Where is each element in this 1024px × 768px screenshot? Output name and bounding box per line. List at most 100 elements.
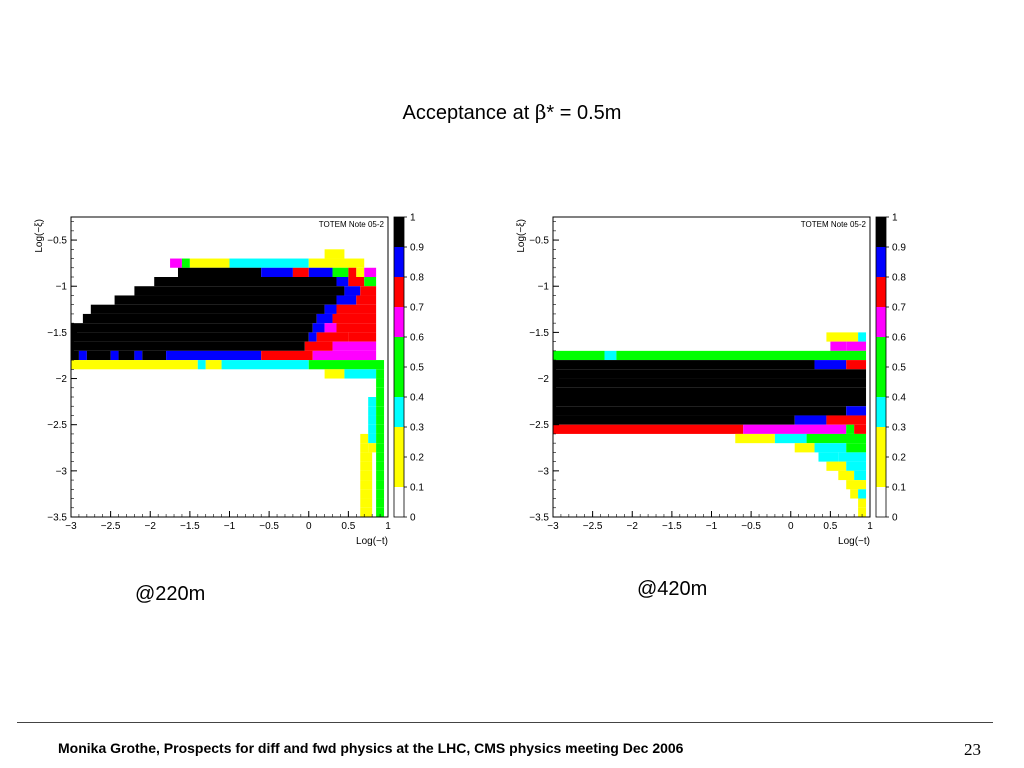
heatmap-cell — [553, 397, 867, 407]
colorbar-band — [876, 217, 886, 247]
heatmap-cell — [344, 286, 361, 296]
x-tick-label: 0.5 — [341, 521, 355, 532]
x-tick-label: 0.5 — [823, 521, 837, 532]
y-tick-label: −1 — [56, 282, 68, 293]
heatmap-cell — [376, 424, 385, 434]
heatmap-cell — [553, 415, 795, 425]
colorbar-tick-label: 0.9 — [410, 243, 424, 254]
heatmap-cell — [360, 507, 373, 517]
y-tick-label: −3.5 — [47, 513, 67, 524]
heatmap-cell — [364, 277, 377, 287]
heatmap-cell — [71, 350, 79, 361]
heatmap-cell — [324, 249, 345, 259]
x-axis-label: Log(−t) — [356, 536, 388, 547]
heatmap-cell — [332, 341, 377, 351]
colorbar-tick-label: 0.5 — [410, 363, 424, 374]
colorbar-band — [876, 247, 886, 277]
colorbar-band — [876, 427, 886, 457]
colorbar-tick-label: 0.4 — [410, 393, 424, 404]
heatmap-cell — [348, 267, 357, 277]
x-tick-label: −0.5 — [259, 521, 279, 532]
heatmap-cell — [858, 507, 867, 517]
colorbar-tick-label: 0 — [892, 513, 898, 524]
heatmap-cell — [838, 452, 867, 462]
heatmap-cell — [292, 267, 309, 277]
heatmap-cell — [360, 498, 373, 508]
heatmap-cell — [360, 489, 373, 499]
slide-title: Acceptance at β* = 0.5m — [0, 100, 1024, 125]
y-tick-label: −0.5 — [529, 236, 549, 247]
heatmap-cell — [368, 424, 377, 434]
heatmap-cell — [830, 341, 847, 351]
heatmap-cell — [86, 350, 111, 361]
heatmap-cell — [376, 406, 385, 416]
colorbar-tick-label: 0 — [410, 513, 416, 524]
colorbar-band — [876, 397, 886, 427]
heatmap-cell — [189, 258, 230, 268]
heatmap-cell — [774, 433, 807, 444]
heatmap-cell — [71, 360, 198, 370]
colorbar-band — [876, 367, 886, 397]
colorbar-band — [876, 277, 886, 307]
x-tick-label: −1.5 — [180, 521, 200, 532]
y-tick-label: −1.5 — [529, 328, 549, 339]
y-tick-label: −0.5 — [47, 236, 67, 247]
colorbar-band — [394, 247, 404, 277]
y-tick-label: −2.5 — [47, 420, 67, 431]
heatmap-cell — [356, 295, 377, 305]
colorbar-tick-label: 0.8 — [892, 273, 906, 284]
caption-420m: @420m — [637, 578, 708, 600]
heatmap-cell — [348, 277, 365, 287]
heatmap-cell — [82, 313, 317, 324]
heatmap-cell — [794, 443, 815, 453]
y-tick-label: −3.5 — [529, 513, 549, 524]
heatmap-cell — [312, 350, 377, 361]
heatmap-cell — [71, 323, 313, 333]
heatmap-cell — [71, 332, 309, 342]
caption-220m: @220m — [135, 583, 206, 605]
heatmap-cell — [743, 424, 847, 434]
colorbar-tick-label: 0.8 — [410, 273, 424, 284]
footer-citation: Monika Grothe, Prospects for diff and fw… — [58, 740, 684, 756]
colorbar-band — [394, 217, 404, 247]
heatmap-cell — [308, 332, 317, 342]
x-axis-label: Log(−t) — [838, 536, 870, 547]
heatmap-cell — [846, 443, 867, 453]
x-tick-label: −2.5 — [101, 521, 121, 532]
colorbar-tick-label: 0.7 — [892, 303, 906, 314]
heatmap-cell — [312, 323, 325, 333]
heatmap-cell — [854, 470, 867, 481]
x-tick-label: −2 — [627, 521, 639, 532]
y-axis-label: Log(−ξ) — [516, 219, 527, 253]
heatmap-cell — [368, 406, 377, 416]
y-tick-label: −2.5 — [529, 420, 549, 431]
colorbar-band — [394, 427, 404, 457]
heatmap-cell — [376, 480, 385, 490]
heatmap-cell — [858, 489, 867, 499]
heatmap-220m: −3 −2.5 −2 −1.5 −1 −0.5 0 0.5 1−3.5−3−2.5−2−1.5−… — [34, 213, 424, 548]
heatmap-cell — [814, 443, 847, 453]
heatmap-cell — [858, 498, 867, 508]
heatmap-cell — [376, 452, 385, 462]
heatmap-cell — [850, 489, 859, 499]
colorbar-band — [394, 307, 404, 337]
heatmap-cell — [376, 378, 385, 388]
heatmap-cell — [348, 332, 377, 342]
heatmap-cell — [553, 424, 744, 434]
heatmap-cell — [376, 507, 385, 517]
heatmap-cell — [846, 406, 867, 416]
totem-note-label: TOTEM Note 05-2 — [319, 220, 385, 229]
heatmap-cell — [553, 387, 867, 397]
heatmap-cell — [376, 489, 385, 499]
heatmap-cell — [90, 304, 325, 314]
heatmap-cell — [368, 415, 377, 425]
footer-divider — [17, 722, 993, 723]
x-tick-label: −1.5 — [662, 521, 682, 532]
heatmap-cell — [324, 369, 345, 379]
heatmap-cell — [360, 480, 373, 490]
heatmap-cell — [376, 461, 385, 471]
acceptance-plot-420m: −3 −2.5 −2 −1.5 −1 −0.5 0 0.5 1 −3.5 −3 −2.5 −2 −1.5−… — [512, 205, 932, 550]
heatmap-cell — [71, 341, 305, 351]
x-tick-label: 0 — [306, 521, 312, 532]
heatmap-cell — [376, 498, 385, 508]
